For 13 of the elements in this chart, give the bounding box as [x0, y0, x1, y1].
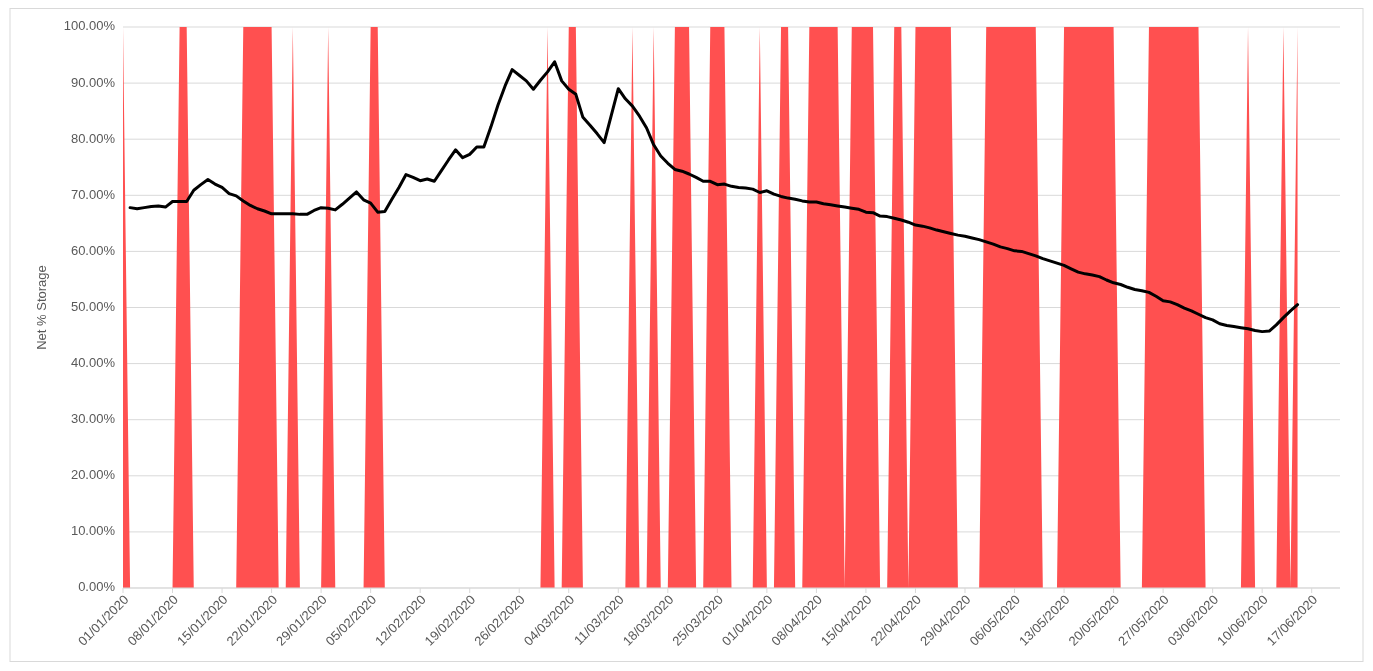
y-axis-title: Net % Storage — [34, 265, 49, 350]
line-series — [128, 60, 1300, 334]
y-tick-label: 0.00% — [78, 579, 116, 595]
y-tick-label: 20.00% — [70, 467, 116, 483]
y-tick-label: 30.00% — [70, 411, 116, 427]
y-tick-label: 10.00% — [70, 523, 116, 539]
y-tick-label: 100.00% — [63, 18, 116, 34]
y-tick-label: 70.00% — [70, 186, 116, 202]
y-tick-label: 60.00% — [70, 242, 116, 258]
y-tick-label: 50.00% — [70, 298, 116, 314]
y-tick-label: 40.00% — [70, 355, 116, 371]
y-tick-label: 80.00% — [70, 130, 116, 146]
y-tick-label: 90.00% — [70, 74, 116, 90]
